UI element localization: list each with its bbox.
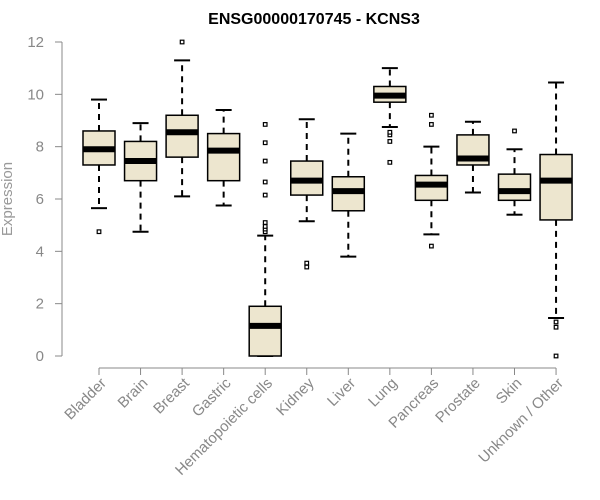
outlier-point <box>262 158 268 164</box>
box-unknown-other <box>539 81 573 359</box>
x-tick-label: Bladder <box>61 375 110 424</box>
x-tick-label: Liver <box>324 375 359 410</box>
box-kidney <box>290 118 324 270</box>
y-tick-label: 6 <box>36 191 44 208</box>
outlier-point <box>179 39 185 45</box>
box-skin <box>497 128 532 216</box>
box-bladder <box>82 98 116 235</box>
outlier-point <box>429 112 434 118</box>
y-tick-label: 8 <box>36 139 44 156</box>
box-pancreas <box>414 112 449 249</box>
x-tick-label: Kidney <box>273 374 318 419</box>
outlier-point <box>387 159 393 165</box>
box-brain <box>123 122 158 233</box>
outlier-point <box>553 353 559 359</box>
chart-title: ENSG00000170745 - KCNS3 <box>208 11 420 28</box>
y-axis: 0 2 4 6 8 10 12 <box>27 34 63 365</box>
outlier-point <box>429 122 434 127</box>
outlier-point <box>262 179 268 185</box>
x-tick-label: Lung <box>365 375 401 411</box>
outlier-point <box>262 192 268 198</box>
box-iqr <box>206 132 241 182</box>
y-axis-label: Expression <box>0 162 16 236</box>
outlier-point <box>387 129 393 135</box>
outlier-point <box>429 243 434 249</box>
outlier-point <box>304 264 310 270</box>
box-lung <box>373 67 407 165</box>
x-tick-label: Skin <box>493 375 526 408</box>
y-tick-label: 12 <box>27 34 44 51</box>
outlier-point <box>262 122 268 127</box>
box-iqr <box>497 173 532 202</box>
outlier-point <box>553 319 559 325</box>
outlier-point <box>262 220 268 225</box>
y-tick-label: 4 <box>36 243 44 260</box>
box-prostate <box>456 120 490 194</box>
outlier-point <box>512 128 517 134</box>
outlier-point <box>96 229 102 235</box>
box-liver <box>331 132 366 258</box>
x-tick-label: Prostate <box>432 375 484 427</box>
x-tick-label: Brain <box>115 375 152 412</box>
outlier-point <box>262 224 268 229</box>
boxes-group <box>82 39 573 359</box>
box-gastric <box>206 109 241 207</box>
y-tick-label: 0 <box>36 348 44 365</box>
box-iqr <box>165 114 199 158</box>
outlier-point <box>553 324 559 330</box>
y-tick-label: 10 <box>27 86 44 103</box>
outlier-point <box>387 139 393 144</box>
box-breast <box>165 39 199 198</box>
box-hematopoietic-cells <box>248 122 282 357</box>
outlier-point <box>262 140 268 146</box>
box-iqr <box>414 174 449 202</box>
x-tick-label: Breast <box>150 374 193 417</box>
outlier-point <box>304 260 310 266</box>
box-iqr <box>248 305 282 357</box>
y-tick-label: 2 <box>36 296 44 313</box>
box-iqr <box>539 153 573 221</box>
